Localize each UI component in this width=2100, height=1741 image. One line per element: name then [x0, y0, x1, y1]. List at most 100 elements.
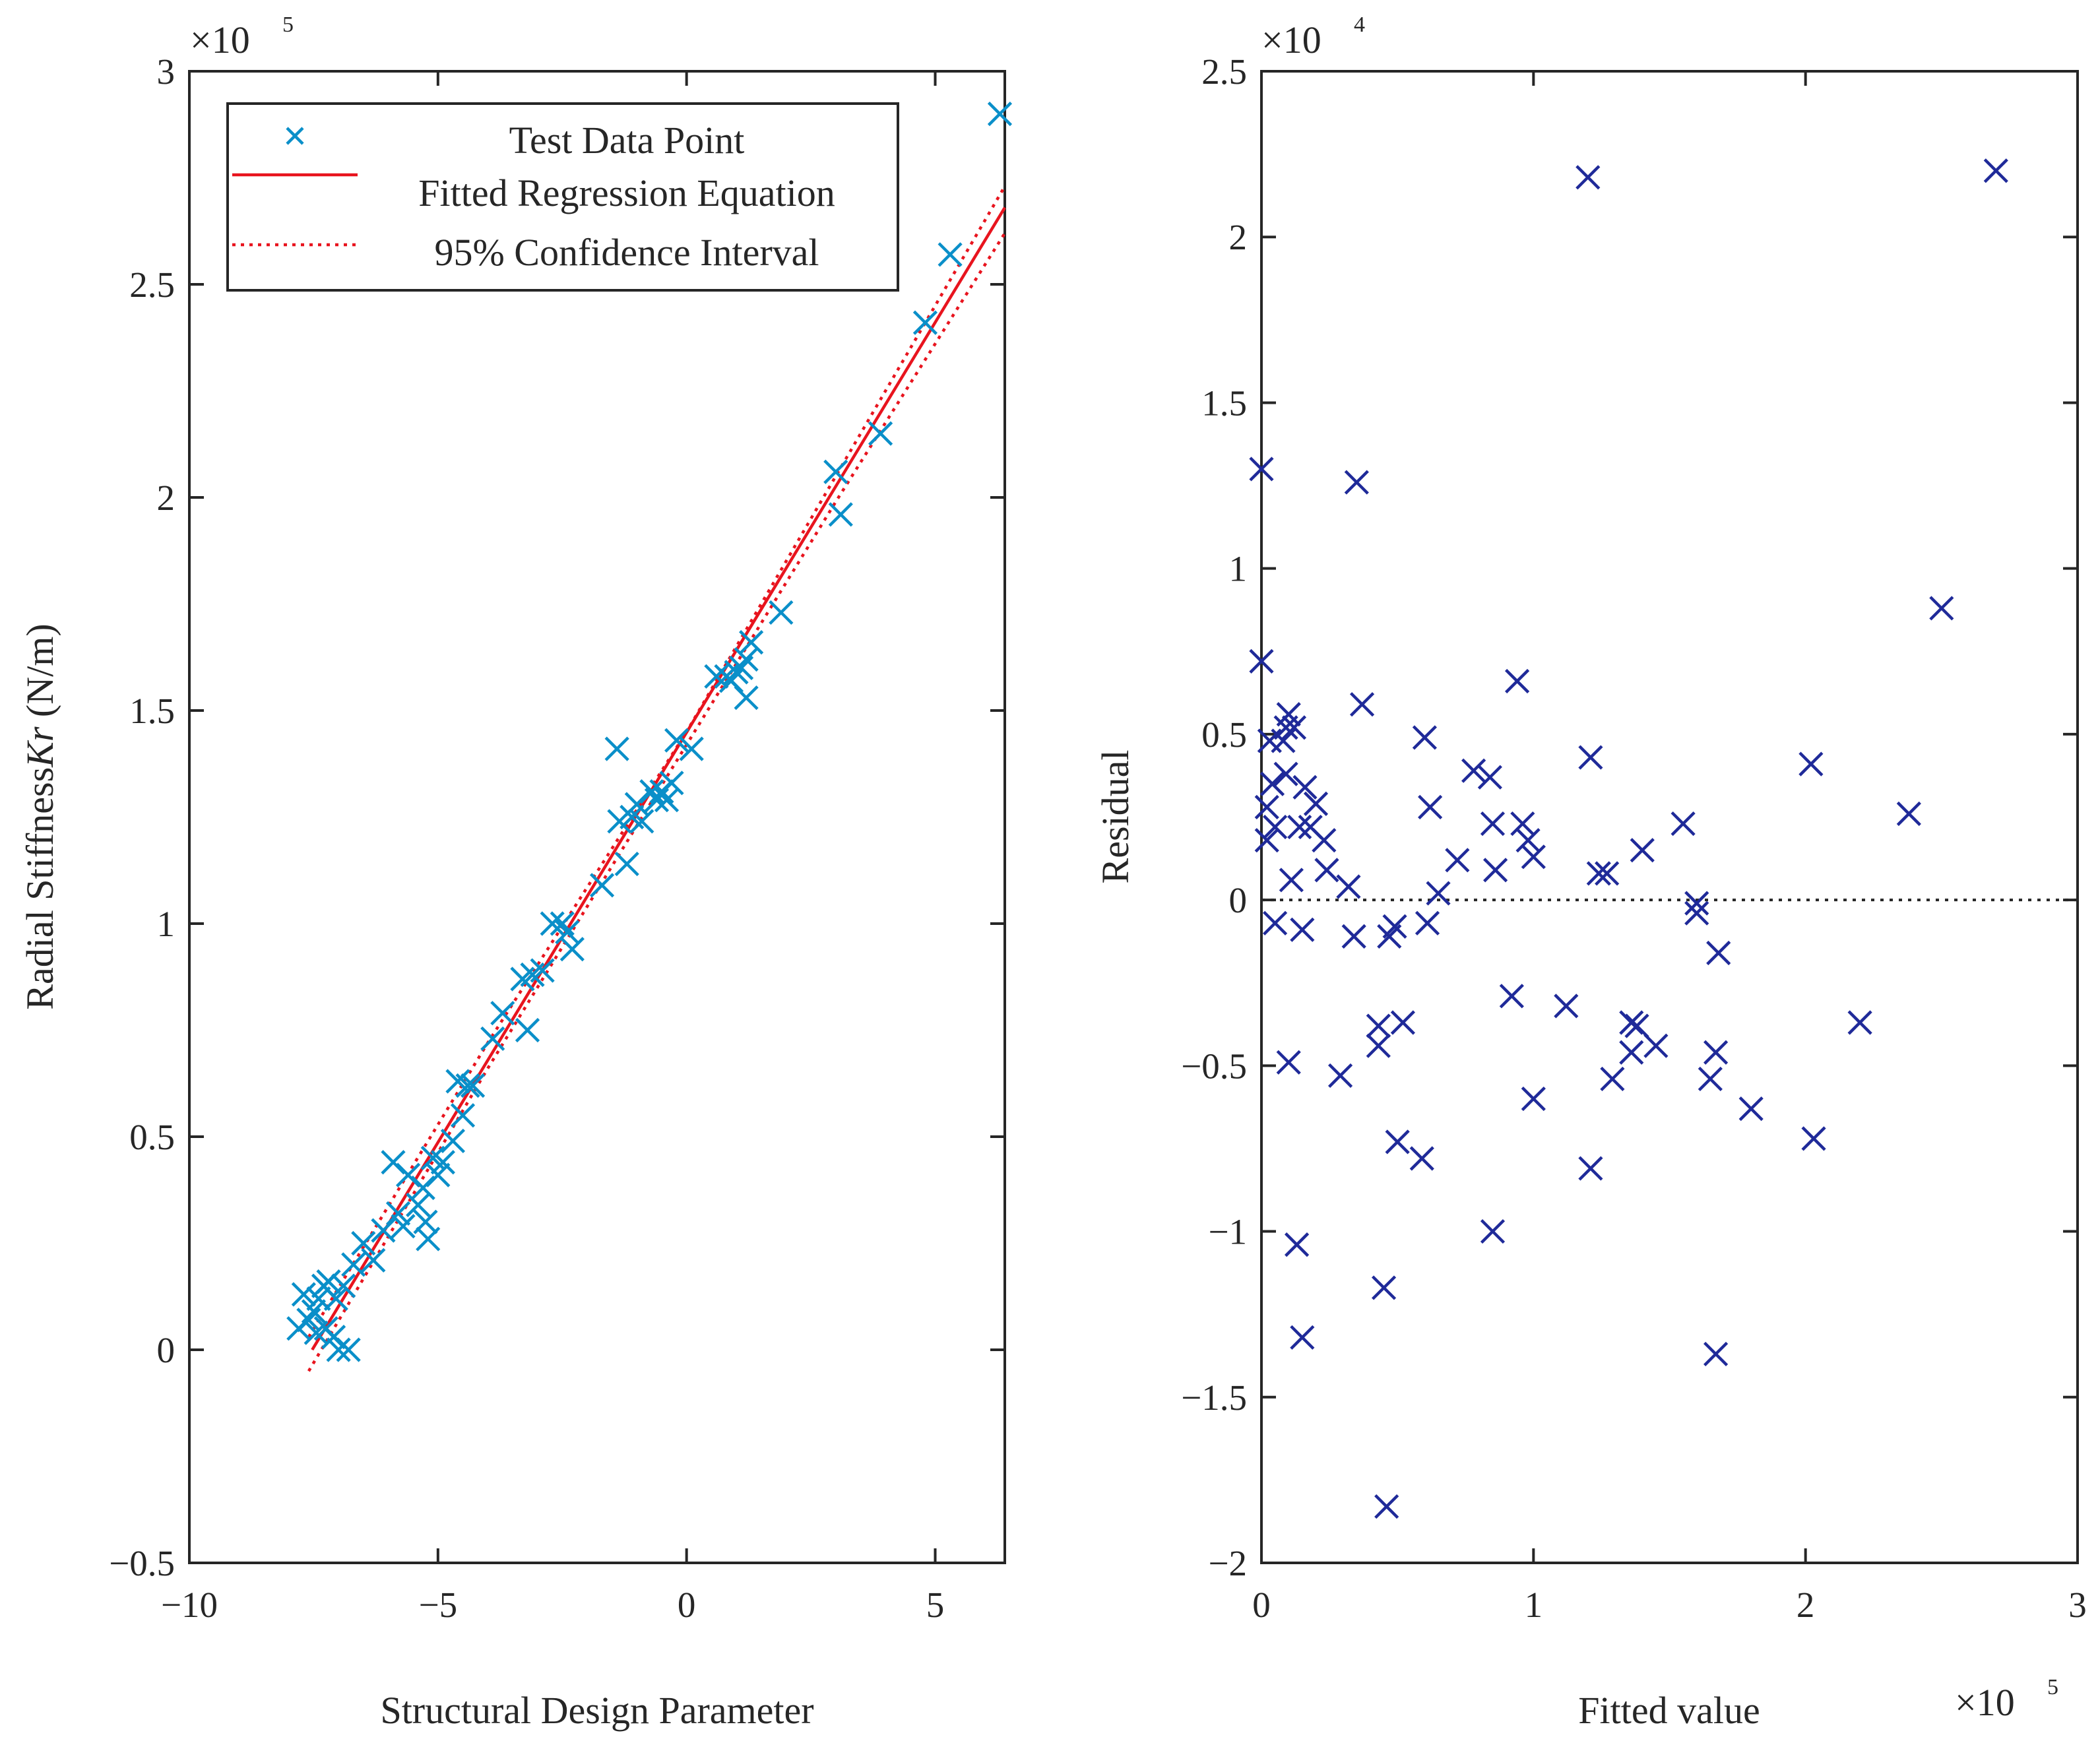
- test-data-point: [381, 1150, 406, 1175]
- residual-point: [1483, 858, 1508, 883]
- test-data-point: [416, 1226, 441, 1251]
- residual-point: [1281, 715, 1307, 740]
- test-data-point: [654, 788, 680, 813]
- residual-point: [1259, 771, 1285, 796]
- residual-point: [1249, 649, 1274, 674]
- right-x-tick-label: 0: [1252, 1585, 1271, 1625]
- test-data-point: [589, 873, 615, 898]
- residual-point: [1586, 861, 1611, 886]
- left-y-axis-label: Radial StiffnessKr (N/m): [18, 623, 61, 1009]
- right-y-tick-label: 1: [1229, 549, 1248, 589]
- residual-point: [1703, 1040, 1729, 1065]
- test-data-point: [480, 1026, 505, 1052]
- residual-point: [1477, 765, 1502, 790]
- residual-point: [1630, 838, 1655, 863]
- residual-point: [1706, 940, 1731, 966]
- test-data-point: [912, 310, 938, 335]
- left-y-axis-label-symbol: Kr: [18, 726, 61, 768]
- residual-point: [1510, 811, 1535, 837]
- residual-point: [1276, 1050, 1301, 1075]
- left-y-tick-label: −0.5: [109, 1543, 175, 1583]
- test-data-point: [515, 1017, 540, 1043]
- test-data-point: [341, 1252, 366, 1277]
- right-x-tick-label: 3: [2068, 1585, 2087, 1625]
- right-y-tick-label: −1: [1208, 1212, 1247, 1252]
- residual-point: [1619, 1010, 1644, 1035]
- test-data-point: [406, 1192, 431, 1217]
- test-data-point: [828, 502, 853, 527]
- test-data-point: [868, 421, 893, 446]
- residual-point: [1521, 1086, 1546, 1112]
- test-data-point: [291, 1282, 316, 1307]
- residual-point: [1412, 725, 1437, 750]
- test-data-point: [739, 630, 764, 655]
- residual-point: [1312, 828, 1337, 853]
- residual-point: [1292, 775, 1318, 800]
- residual-point: [1480, 1219, 1506, 1244]
- legend-label-ci: 95% Confidence Interval: [434, 231, 819, 274]
- residual-point: [1798, 751, 1824, 776]
- test-data-point: [659, 771, 684, 796]
- residual-point: [1847, 1010, 1872, 1035]
- right-y-exponent-prefix: ×10: [1261, 18, 1321, 61]
- test-data-point: [555, 920, 580, 945]
- test-data-point: [316, 1269, 341, 1294]
- legend-label-test-data: Test Data Point: [509, 119, 745, 162]
- residual-point: [1418, 794, 1443, 820]
- right-y-tick-label: 2.5: [1201, 51, 1247, 92]
- test-data-point: [704, 664, 729, 689]
- test-data-point: [664, 728, 689, 753]
- residual-point: [1698, 1066, 1723, 1092]
- test-data-point: [430, 1150, 455, 1175]
- regression-plot: −10 −5 0 5 −0.5 0 0.5 1 1.5 2 2.5 3 ×10 5 Structura…: [18, 13, 1013, 1732]
- residual-point: [1314, 858, 1339, 883]
- right-axis-ticks: 0 1 2 3 −2 −1.5 −1 −0.5 0 0.5 1 1.5 2 2.5: [1181, 51, 2087, 1625]
- residual-point: [1273, 761, 1298, 786]
- right-axes-frame: [1260, 70, 2079, 1564]
- left-y-exponent: ×10 5: [190, 13, 294, 61]
- test-data-point: [490, 1001, 515, 1026]
- residual-point: [1415, 910, 1440, 935]
- left-x-tick-label: −5: [419, 1585, 458, 1625]
- residual-point: [1600, 1066, 1625, 1092]
- residual-point: [1249, 457, 1274, 482]
- left-y-tick-label: 2: [157, 478, 175, 518]
- test-data-point: [624, 792, 649, 817]
- test-data-point: [540, 911, 565, 936]
- test-data-point: [361, 1248, 386, 1273]
- residual-point: [1575, 165, 1601, 190]
- left-y-exponent-power: 5: [282, 13, 294, 37]
- left-y-tick-label: 3: [157, 51, 175, 92]
- left-y-tick-label: 2.5: [129, 265, 175, 305]
- residual-point: [1521, 844, 1546, 870]
- legend-marker-test-data: [286, 127, 304, 145]
- residual-point: [1344, 470, 1369, 495]
- residual-point: [1371, 1275, 1397, 1300]
- residual-point: [1254, 828, 1279, 853]
- test-data-point: [455, 1073, 480, 1098]
- test-data-point: [410, 1175, 435, 1201]
- legend-label-fit: Fitted Regression Equation: [418, 172, 835, 214]
- right-y-tick-label: 1.5: [1201, 383, 1247, 423]
- right-plot-series: [1249, 158, 2078, 1519]
- test-data-point: [460, 1073, 486, 1098]
- residual-point: [1341, 924, 1366, 949]
- residual-point: [1327, 1063, 1353, 1088]
- residual-point: [1738, 1096, 1764, 1122]
- left-y-tick-label: 0: [157, 1330, 175, 1370]
- test-data-point: [559, 937, 585, 962]
- residual-point: [1445, 848, 1470, 873]
- test-data-point: [440, 1128, 466, 1154]
- residual-point: [1385, 1129, 1410, 1155]
- right-y-exponent-power: 4: [1354, 13, 1365, 37]
- test-data-point: [371, 1218, 396, 1243]
- test-data-point: [321, 1325, 346, 1350]
- test-data-point: [823, 459, 848, 484]
- residual-point: [1426, 881, 1451, 906]
- legend: Test Data Point Fitted Regression Equati…: [226, 102, 899, 292]
- residual-point: [1374, 1494, 1399, 1519]
- test-data-point: [987, 102, 1013, 127]
- residual-point: [1554, 994, 1579, 1019]
- test-data-point: [385, 1201, 411, 1226]
- residual-point: [1303, 791, 1329, 816]
